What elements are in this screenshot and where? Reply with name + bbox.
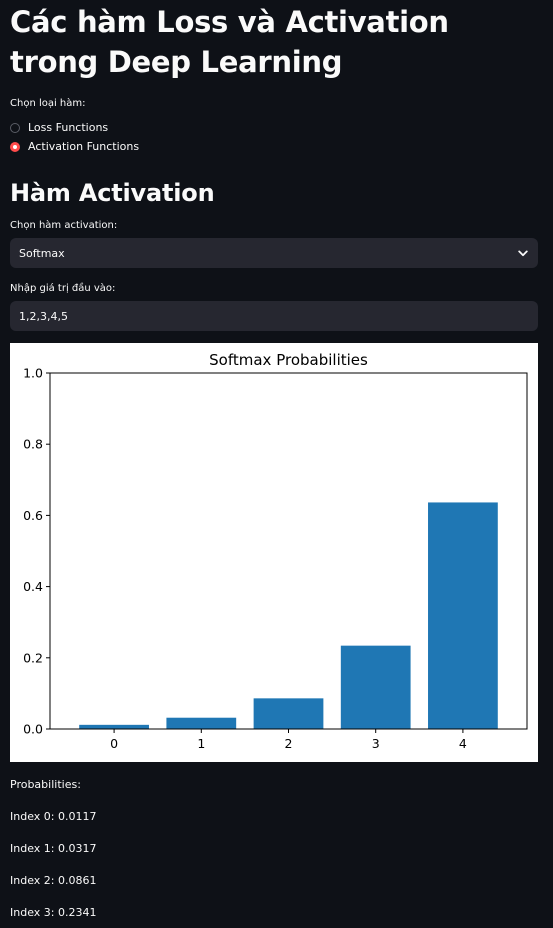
input-values-label: Nhập giá trị đầu vào: (10, 283, 116, 294)
y-tick-label: 0.2 (23, 650, 43, 665)
chart-axes-frame (49, 372, 528, 730)
chart-bar (79, 724, 149, 729)
x-tick-label: 3 (372, 736, 380, 751)
radio-unchecked-icon[interactable] (10, 122, 20, 133)
chart-bar (253, 698, 324, 729)
results-section: Probabilities: Index 0: 0.0117 Index 1: … (10, 777, 538, 928)
x-tick-label: 1 (197, 736, 205, 751)
radio-checked-icon[interactable] (10, 141, 20, 152)
activation-select-value: Softmax (19, 246, 65, 260)
x-tick-label: 4 (459, 736, 467, 751)
radio-option-label: Activation Functions (28, 140, 140, 153)
result-line-index-0: Index 0: 0.0117 (10, 810, 97, 823)
results-header: Probabilities: (10, 778, 81, 791)
x-tick-label: 0 (110, 736, 118, 751)
result-line-index-2: Index 2: 0.0861 (10, 874, 97, 887)
input-values-field[interactable]: 1,2,3,4,5 (10, 301, 538, 331)
function-type-label: Chọn loại hàm: (10, 98, 86, 109)
chart-bar (428, 502, 498, 729)
result-line-index-3: Index 3: 0.2341 (10, 906, 97, 919)
chart-bar (340, 645, 411, 729)
y-tick-label: 0.4 (23, 579, 43, 594)
section-title: Hàm Activation (10, 179, 215, 207)
chart-bar (166, 717, 237, 729)
y-tick-label: 0.8 (23, 437, 43, 452)
radio-option-label: Loss Functions (28, 121, 109, 134)
input-values-text[interactable]: 1,2,3,4,5 (19, 309, 68, 323)
chart-title: Softmax Probabilities (209, 351, 368, 369)
y-tick-label: 0.6 (23, 508, 43, 523)
result-line-index-1: Index 1: 0.0317 (10, 842, 97, 855)
chevron-down-icon[interactable] (518, 250, 528, 257)
activation-select-label: Chọn hàm activation: (10, 220, 118, 231)
y-tick-label: 0.0 (23, 722, 43, 737)
y-tick-label: 1.0 (23, 366, 43, 381)
x-tick-label: 2 (285, 736, 293, 751)
radio-option-loss-functions[interactable]: Loss Functions (10, 118, 538, 137)
activation-select[interactable]: Softmax (10, 238, 538, 268)
function-type-radio-group: Loss Functions Activation Functions (10, 118, 538, 156)
softmax-chart: Softmax Probabilities 0.0 0.2 0.4 0.6 0.8 1.0 0… (10, 343, 538, 762)
softmax-bar-chart: Softmax Probabilities 0.0 0.2 0.4 0.6 0.8 1.0 0… (23, 351, 528, 751)
page-title: Các hàm Loss và Activation trong Deep Le… (10, 5, 449, 79)
radio-option-activation-functions[interactable]: Activation Functions (10, 137, 538, 156)
